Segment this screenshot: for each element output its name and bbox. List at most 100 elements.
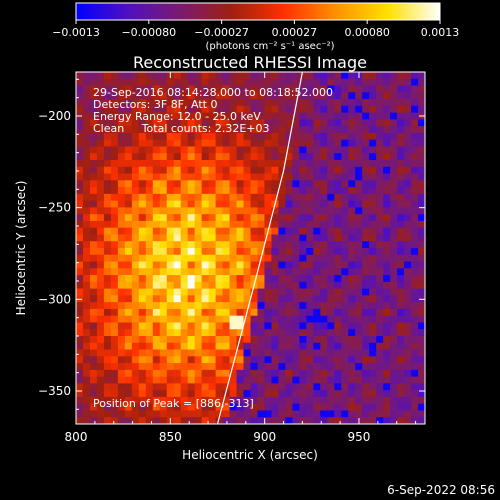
heatmap-pixel — [278, 207, 286, 215]
heatmap-pixel — [250, 119, 259, 127]
heatmap-pixel — [285, 173, 293, 181]
heatmap-pixel — [110, 146, 119, 154]
heatmap-pixel — [152, 214, 161, 222]
heatmap-pixel — [257, 112, 266, 120]
heatmap-pixel — [362, 241, 370, 249]
heatmap-pixel — [292, 193, 300, 202]
heatmap-pixel — [117, 85, 126, 93]
heatmap-pixel — [313, 248, 321, 256]
heatmap-pixel — [152, 363, 161, 371]
heatmap-pixel — [306, 342, 314, 351]
heatmap-pixel — [117, 322, 126, 330]
heatmap-pixel — [320, 187, 328, 195]
heatmap-pixel — [110, 288, 119, 296]
heatmap-pixel — [327, 268, 335, 276]
heatmap-pixel — [243, 417, 252, 424]
heatmap-pixel — [229, 72, 238, 80]
heatmap-pixel — [348, 356, 356, 364]
heatmap-pixel — [355, 126, 363, 134]
heatmap-pixel — [313, 85, 321, 93]
heatmap-pixel — [264, 281, 273, 290]
heatmap-pixel — [117, 369, 126, 378]
heatmap-pixel — [180, 187, 189, 195]
heatmap-pixel — [159, 369, 168, 378]
heatmap-pixel — [383, 322, 391, 330]
heatmap-pixel — [271, 78, 280, 87]
heatmap-pixel — [264, 234, 273, 242]
heatmap-pixel — [313, 105, 321, 114]
heatmap-pixel — [327, 220, 335, 229]
heatmap-pixel — [187, 308, 196, 317]
heatmap-pixel — [187, 166, 196, 175]
heatmap-pixel — [229, 234, 238, 242]
heatmap-pixel — [369, 302, 377, 310]
heatmap-pixel — [76, 390, 84, 398]
heatmap-pixel — [159, 180, 168, 188]
heatmap-pixel — [124, 146, 133, 154]
heatmap-pixel — [222, 417, 231, 424]
heatmap-pixel — [383, 126, 391, 134]
heatmap-pixel — [411, 166, 419, 175]
heatmap-pixel — [313, 369, 321, 378]
heatmap-pixel — [152, 200, 161, 208]
heatmap-pixel — [278, 383, 286, 391]
heatmap-pixel — [264, 112, 273, 120]
y-tick-label: −300 — [38, 292, 71, 306]
heatmap-pixel — [397, 119, 405, 127]
heatmap-pixel — [369, 295, 377, 303]
heatmap-pixel — [292, 180, 300, 188]
heatmap-pixel — [229, 356, 238, 364]
heatmap-pixel — [334, 234, 342, 242]
heatmap-pixel — [264, 99, 273, 107]
colorbar-tick-label: 0.00080 — [344, 26, 390, 39]
heatmap-pixel — [124, 390, 133, 398]
heatmap-pixel — [243, 105, 252, 114]
heatmap-pixel — [110, 390, 119, 398]
heatmap-pixel — [404, 376, 412, 384]
heatmap-pixel — [124, 356, 133, 364]
heatmap-pixel — [159, 342, 168, 351]
heatmap-pixel — [96, 139, 105, 148]
heatmap-pixel — [173, 342, 182, 351]
heatmap-pixel — [96, 153, 105, 161]
heatmap-pixel — [110, 369, 119, 378]
heatmap-pixel — [250, 214, 259, 222]
heatmap-pixel — [306, 187, 314, 195]
heatmap-pixel — [173, 363, 182, 371]
heatmap-pixel — [131, 342, 140, 351]
heatmap-pixel — [278, 342, 286, 351]
heatmap-pixel — [236, 207, 245, 215]
heatmap-pixel — [362, 112, 370, 120]
heatmap-pixel — [180, 193, 189, 202]
heatmap-pixel — [390, 329, 398, 337]
heatmap-pixel — [271, 105, 280, 114]
heatmap-pixel — [76, 227, 84, 236]
heatmap-pixel — [383, 105, 391, 114]
heatmap-pixel — [250, 261, 259, 269]
heatmap-pixel — [96, 220, 105, 229]
heatmap-pixel — [215, 105, 224, 114]
heatmap-pixel — [215, 295, 224, 303]
heatmap-pixel — [313, 363, 321, 371]
heatmap-pixel — [208, 153, 217, 161]
heatmap-pixel — [187, 207, 196, 215]
heatmap-pixel — [82, 410, 91, 418]
heatmap-pixel — [397, 261, 405, 269]
heatmap-pixel — [397, 248, 405, 256]
heatmap-pixel — [124, 193, 133, 202]
heatmap-pixel — [110, 220, 119, 229]
heatmap-pixel — [348, 275, 356, 283]
heatmap-pixel — [138, 417, 147, 424]
heatmap-pixel — [299, 288, 307, 296]
heatmap-pixel — [355, 254, 363, 263]
heatmap-pixel — [285, 308, 293, 317]
heatmap-pixel — [334, 356, 342, 364]
heatmap-pixel — [257, 396, 266, 405]
heatmap-pixel — [236, 295, 245, 303]
heatmap-pixel — [348, 336, 356, 344]
heatmap-pixel — [264, 410, 273, 418]
heatmap-pixel — [180, 166, 189, 175]
heatmap-pixel — [152, 288, 161, 296]
heatmap-pixel — [292, 396, 300, 405]
heatmap-pixel — [117, 349, 126, 357]
